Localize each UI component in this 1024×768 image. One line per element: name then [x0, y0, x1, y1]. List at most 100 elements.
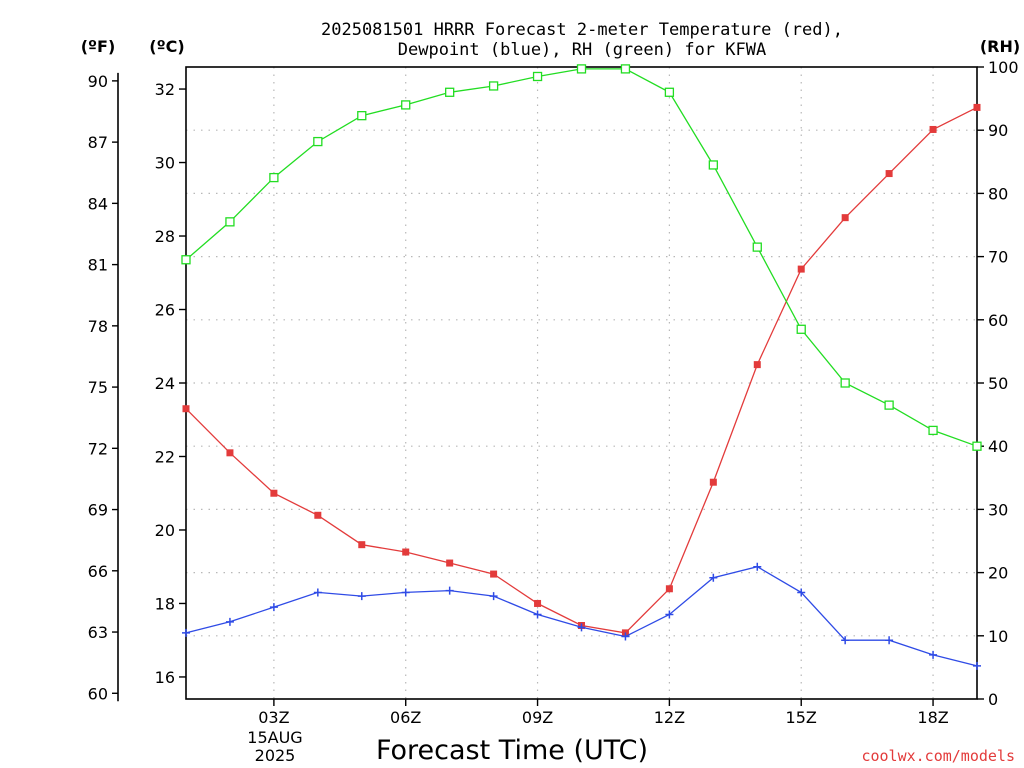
dewpoint-point	[885, 636, 894, 645]
rh-tick-label: 70	[988, 248, 1008, 267]
celsius-tick-label: 22	[155, 447, 175, 466]
rh-point	[708, 160, 718, 170]
dewpoint-point	[357, 592, 366, 601]
rh-point	[181, 255, 191, 265]
rh-point	[620, 64, 631, 74]
dewpoint-point	[445, 586, 454, 595]
fahrenheit-tick-label: 69	[88, 501, 108, 520]
dewpoint-point	[753, 562, 762, 571]
rh-point	[445, 87, 455, 97]
temperature-point	[446, 559, 454, 567]
rh-tick-label: 60	[988, 311, 1008, 330]
dewpoint-point	[489, 592, 498, 601]
rh-tick-label: 10	[988, 627, 1008, 646]
celsius-tick-label: 28	[155, 227, 175, 246]
temperature-point	[929, 125, 937, 133]
fahrenheit-tick-label: 84	[88, 194, 108, 213]
rh-point	[532, 71, 543, 82]
temperature-point	[182, 405, 190, 413]
chart-title: 2025081501 HRRR Forecast 2-meter Tempera…	[321, 20, 843, 40]
temperature-point	[973, 103, 981, 111]
celsius-tick-label: 18	[155, 594, 175, 613]
celsius-tick-label: 32	[155, 80, 175, 99]
fahrenheit-tick-label: 66	[88, 562, 108, 581]
rh-point	[357, 111, 367, 121]
dewpoint-point	[841, 636, 850, 645]
rh-point	[488, 81, 499, 91]
rh-point	[401, 100, 411, 110]
credit-label: coolwx.com/models	[861, 747, 1015, 765]
dewpoint-point	[929, 650, 938, 659]
temperature-point	[841, 214, 849, 222]
temperature-line	[185, 106, 978, 634]
rh-point	[269, 172, 279, 183]
temperature-point	[358, 541, 366, 549]
x-tick-label: 18Z	[917, 708, 948, 727]
rh-point	[796, 324, 806, 334]
fahrenheit-unit-label: (ºF)	[81, 37, 116, 56]
dewpoint-line	[185, 566, 978, 667]
rh-tick-label: 0	[988, 690, 998, 709]
rh-point	[928, 425, 938, 436]
dewpoint-point	[577, 623, 586, 632]
x-axis-title: Forecast Time (UTC)	[376, 735, 648, 766]
rh-point	[225, 217, 235, 227]
date-label-year: 2025	[255, 746, 296, 765]
fahrenheit-tick-label: 72	[88, 439, 108, 458]
dewpoint-point	[313, 588, 322, 597]
temperature-point	[709, 478, 717, 486]
celsius-unit-label: (ºC)	[149, 37, 184, 56]
fahrenheit-tick-label: 60	[88, 684, 108, 703]
x-tick-label: 06Z	[390, 708, 421, 727]
fahrenheit-tick-label: 78	[88, 317, 108, 336]
temperature-point	[490, 570, 498, 578]
dewpoint-point	[621, 632, 630, 641]
temperature-point	[885, 170, 893, 178]
fahrenheit-tick-label: 63	[88, 623, 108, 642]
temperature-point	[402, 548, 410, 556]
rh-tick-label: 80	[988, 184, 1008, 203]
dewpoint-point	[797, 588, 806, 597]
fahrenheit-tick-label: 75	[88, 378, 108, 397]
dewpoint-point	[533, 610, 542, 619]
dewpoint-point	[269, 603, 278, 612]
dewpoint-point	[182, 628, 190, 637]
fahrenheit-tick-label: 87	[88, 133, 108, 152]
rh-tick-label: 20	[988, 564, 1008, 583]
rh-point	[840, 378, 850, 388]
rh-unit-label: (RH)	[980, 37, 1020, 56]
rh-point	[752, 242, 762, 252]
fahrenheit-tick-label: 90	[88, 72, 108, 91]
x-tick-label: 12Z	[654, 708, 685, 727]
celsius-tick-label: 24	[155, 374, 175, 393]
gridlines	[186, 67, 977, 699]
rh-tick-label: 40	[988, 437, 1008, 456]
dewpoint-point	[709, 573, 718, 582]
temperature-point	[753, 361, 761, 369]
fahrenheit-tick-label: 81	[88, 256, 108, 275]
plot-frame	[185, 66, 978, 700]
x-tick-label: 03Z	[258, 708, 289, 727]
dewpoint-point	[401, 588, 410, 597]
temperature-point	[797, 265, 805, 273]
date-label-day: 15AUG	[247, 728, 302, 747]
celsius-tick-label: 26	[155, 301, 175, 320]
rh-point	[313, 136, 323, 147]
temperature-point	[314, 511, 322, 519]
temperature-point	[226, 449, 234, 457]
temperature-point	[270, 489, 278, 497]
dewpoint-point	[973, 661, 981, 670]
rh-point	[884, 400, 894, 410]
dewpoint-point	[665, 610, 674, 619]
temperature-point	[665, 585, 673, 593]
celsius-tick-label: 20	[155, 521, 175, 540]
rh-point	[576, 64, 587, 74]
data-series	[181, 64, 982, 670]
dewpoint-point	[225, 617, 234, 626]
chart-subtitle: Dewpoint (blue), RH (green) for KFWA	[398, 40, 766, 60]
rh-tick-label: 30	[988, 500, 1008, 519]
rh-tick-label: 50	[988, 374, 1008, 393]
celsius-tick-label: 16	[155, 668, 175, 687]
celsius-tick-label: 30	[155, 154, 175, 173]
